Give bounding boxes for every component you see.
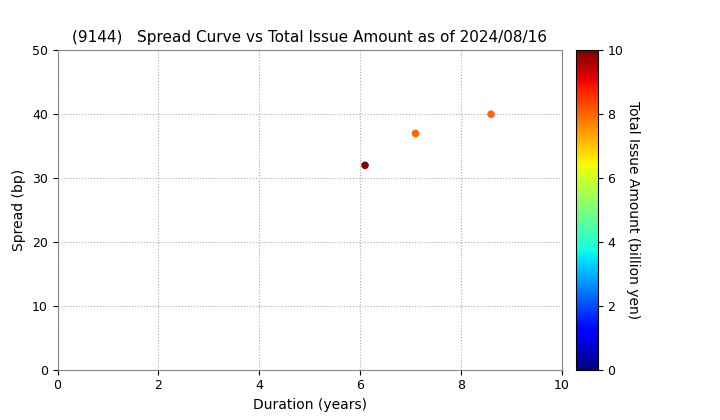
Title: (9144)   Spread Curve vs Total Issue Amount as of 2024/08/16: (9144) Spread Curve vs Total Issue Amoun… (72, 30, 547, 45)
Y-axis label: Spread (bp): Spread (bp) (12, 169, 27, 251)
X-axis label: Duration (years): Duration (years) (253, 398, 366, 412)
Y-axis label: Total Issue Amount (billion yen): Total Issue Amount (billion yen) (626, 101, 640, 319)
Point (359, 162, 371, 169)
Point (485, 111, 497, 118)
Point (410, 130, 421, 137)
